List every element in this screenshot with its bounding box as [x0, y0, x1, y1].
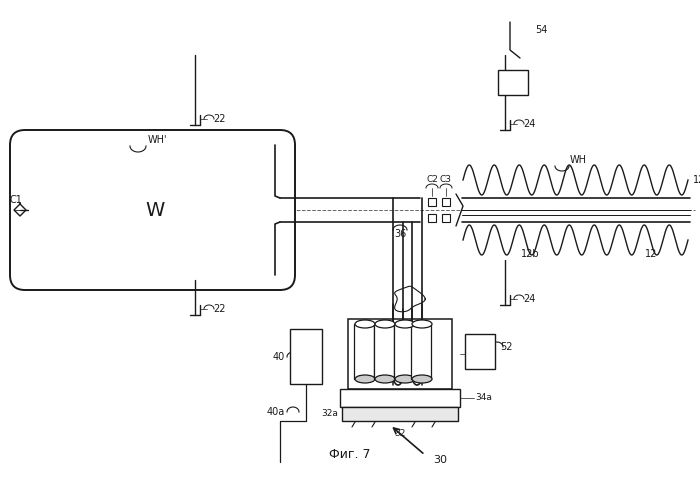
Text: Фиг. 7: Фиг. 7 — [329, 448, 371, 461]
Ellipse shape — [355, 375, 375, 383]
Ellipse shape — [395, 320, 415, 328]
Text: 40: 40 — [273, 352, 285, 362]
FancyBboxPatch shape — [10, 130, 295, 290]
Ellipse shape — [412, 320, 432, 328]
Ellipse shape — [395, 375, 415, 383]
Ellipse shape — [412, 375, 432, 383]
Text: 22: 22 — [213, 304, 225, 314]
Bar — [428, 198, 436, 206]
Bar — [465, 334, 495, 369]
Text: C2: C2 — [426, 176, 438, 184]
Bar — [394, 324, 414, 379]
Text: W: W — [146, 201, 164, 219]
Ellipse shape — [375, 375, 395, 383]
Text: 38: 38 — [472, 349, 484, 359]
Ellipse shape — [375, 320, 395, 328]
Text: 34: 34 — [405, 415, 416, 423]
Text: 34a: 34a — [475, 394, 492, 403]
Bar — [411, 324, 431, 379]
Bar — [348, 319, 452, 389]
Bar — [428, 214, 436, 222]
Bar — [340, 389, 460, 407]
Text: 22: 22 — [213, 114, 225, 124]
Bar — [442, 198, 450, 206]
Text: 24: 24 — [523, 294, 536, 304]
Text: 12: 12 — [645, 249, 657, 259]
Text: C1: C1 — [10, 195, 23, 205]
Bar — [354, 324, 374, 379]
Text: 32: 32 — [394, 429, 406, 437]
Text: 52: 52 — [500, 342, 512, 352]
Text: 24: 24 — [523, 119, 536, 129]
Text: 36: 36 — [394, 229, 406, 239]
Text: 12b: 12b — [521, 249, 539, 259]
Bar — [290, 329, 322, 384]
Bar — [498, 70, 528, 95]
Text: WH: WH — [570, 155, 587, 165]
Text: 30: 30 — [433, 455, 447, 465]
Text: C3: C3 — [440, 176, 452, 184]
Text: 32a: 32a — [321, 409, 338, 419]
Text: 12a: 12a — [693, 175, 700, 185]
Bar — [442, 214, 450, 222]
Text: WH': WH' — [148, 135, 167, 145]
Ellipse shape — [355, 320, 375, 328]
Bar — [374, 324, 394, 379]
Text: 40a: 40a — [267, 407, 285, 417]
Text: 54: 54 — [535, 25, 547, 35]
Bar — [342, 407, 458, 421]
